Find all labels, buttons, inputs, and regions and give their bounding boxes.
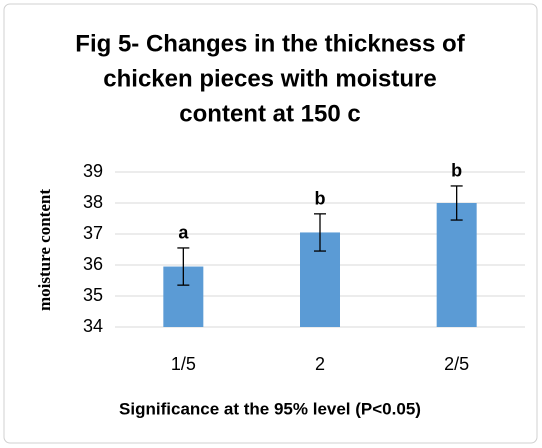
annotation: b [315, 189, 326, 209]
y-axis-label: moisture content [35, 189, 54, 311]
chart-title: chicken pieces with moisture [103, 65, 436, 92]
annotation: b [451, 161, 462, 181]
y-tick-label: 39 [83, 161, 103, 181]
y-tick-label: 36 [83, 254, 103, 274]
y-tick-label: 38 [83, 192, 103, 212]
annotation: a [178, 223, 189, 243]
x-tick-label: 2 [315, 354, 325, 374]
x-tick-label: 1/5 [171, 354, 196, 374]
y-tick-label: 35 [83, 285, 103, 305]
x-tick-label: 2/5 [444, 354, 469, 374]
chart-title: content at 150 c [179, 100, 360, 127]
x-axis-label: Significance at the 95% level (P<0.05) [119, 399, 421, 418]
chart-title: Fig 5- Changes in the thickness of [75, 30, 465, 57]
bar [436, 203, 477, 327]
y-tick-label: 37 [83, 223, 103, 243]
y-tick-label: 34 [83, 316, 103, 336]
chart-border [3, 3, 538, 444]
